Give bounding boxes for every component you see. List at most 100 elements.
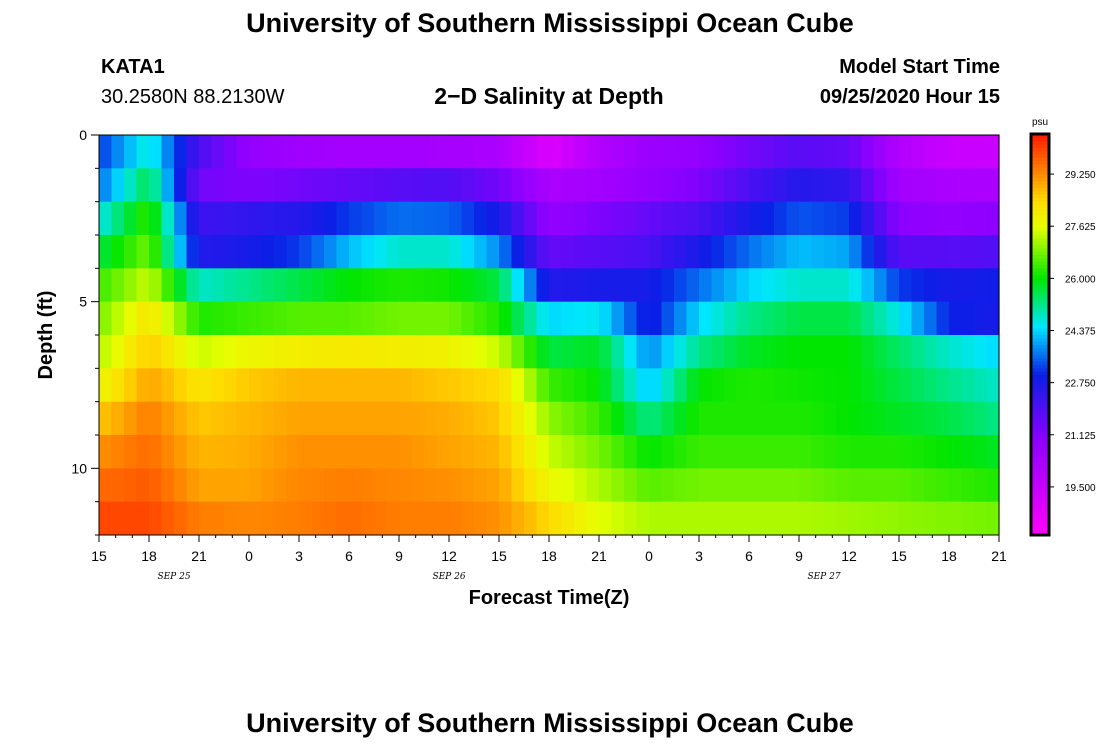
heatmap-cell: [236, 435, 250, 469]
heatmap-cell: [836, 168, 850, 203]
heatmap-cell: [224, 235, 238, 269]
colorbar-segment: [1031, 508, 1049, 513]
heatmap-cell: [749, 501, 763, 536]
heatmap-cell: [286, 168, 300, 203]
heatmap-cell: [599, 201, 613, 236]
heatmap-cell: [324, 235, 338, 269]
heatmap-cell: [349, 435, 363, 469]
colorbar-tick-label: 26.000: [1065, 274, 1096, 285]
heatmap-cell: [986, 235, 1000, 269]
heatmap-cell: [574, 335, 588, 369]
heatmap-cell: [911, 335, 925, 369]
heatmap-cell: [661, 268, 675, 303]
colorbar-segment: [1031, 264, 1049, 269]
heatmap-cell: [774, 301, 788, 336]
heatmap-cell: [236, 501, 250, 536]
heatmap-cell: [311, 468, 325, 503]
heatmap-cell: [236, 201, 250, 236]
colorbar-segment: [1031, 341, 1049, 346]
heatmap-cell: [174, 201, 188, 236]
heatmap-cell: [724, 135, 738, 169]
heatmap-cell: [386, 268, 400, 303]
heatmap-cell: [174, 268, 188, 303]
heatmap-cell: [449, 168, 463, 203]
heatmap-cell: [436, 268, 450, 303]
heatmap-cell: [711, 135, 725, 169]
colorbar-segment: [1031, 247, 1049, 252]
heatmap-cell: [436, 201, 450, 236]
heatmap-cell: [224, 135, 238, 169]
heatmap-cell: [811, 501, 825, 536]
heatmap-cell: [236, 368, 250, 403]
heatmap-cell: [936, 335, 950, 369]
heatmap-cell: [249, 301, 263, 336]
heatmap-cell: [174, 168, 188, 203]
heatmap-cell: [149, 168, 163, 203]
heatmap-cell: [974, 335, 988, 369]
heatmap-cell: [911, 501, 925, 536]
heatmap-cell: [524, 301, 538, 336]
heatmap-cell: [424, 501, 438, 536]
heatmap-cell: [124, 201, 138, 236]
heatmap-cell: [111, 168, 125, 203]
colorbar-segment: [1031, 454, 1049, 459]
heatmap-cell: [161, 301, 175, 336]
heatmap-cell: [886, 268, 900, 303]
heatmap-cell: [924, 301, 938, 336]
heatmap-cell: [549, 168, 563, 203]
heatmap-cell: [911, 235, 925, 269]
heatmap-cell: [174, 435, 188, 469]
heatmap-cell: [511, 268, 525, 303]
colorbar-segment: [1031, 501, 1049, 506]
heatmap-cell: [411, 135, 425, 169]
heatmap-cell: [149, 235, 163, 269]
heatmap-cell: [711, 268, 725, 303]
heatmap-cell: [674, 368, 688, 403]
heatmap-cell: [286, 201, 300, 236]
heatmap-cell: [799, 168, 813, 203]
heatmap-cell: [636, 335, 650, 369]
colorbar-segment: [1031, 468, 1049, 473]
heatmap-cell: [736, 468, 750, 503]
heatmap-cell: [986, 268, 1000, 303]
heatmap-cell: [174, 468, 188, 503]
heatmap-cell: [324, 168, 338, 203]
colorbar-segment: [1031, 491, 1049, 496]
heatmap-cell: [936, 401, 950, 436]
heatmap-cell: [986, 201, 1000, 236]
heatmap-cell: [686, 268, 700, 303]
heatmap-cell: [224, 201, 238, 236]
heatmap-cell: [811, 201, 825, 236]
heatmap-cell: [836, 368, 850, 403]
heatmap-cell: [736, 201, 750, 236]
heatmap-cell: [674, 501, 688, 536]
colorbar-segment: [1031, 494, 1049, 499]
heatmap-cell: [286, 235, 300, 269]
heatmap-cell: [249, 335, 263, 369]
heatmap-cell: [986, 501, 1000, 536]
heatmap-cell: [711, 335, 725, 369]
heatmap-cell: [211, 335, 225, 369]
heatmap-cell: [586, 301, 600, 336]
heatmap-cell: [549, 135, 563, 169]
heatmap-cell: [786, 301, 800, 336]
heatmap-cell: [861, 168, 875, 203]
heatmap-cell: [624, 401, 638, 436]
heatmap-cell: [911, 401, 925, 436]
heatmap-cell: [911, 435, 925, 469]
colorbar-segment: [1031, 408, 1049, 412]
heatmap-cell: [99, 335, 113, 369]
colorbar-segment: [1031, 207, 1049, 212]
heatmap-cell: [824, 235, 838, 269]
heatmap-cell: [324, 301, 338, 336]
heatmap-cell: [449, 401, 463, 436]
heatmap-cell: [449, 135, 463, 169]
heatmap-cell: [536, 235, 550, 269]
heatmap-cell: [274, 235, 288, 269]
heatmap-cell: [299, 235, 313, 269]
heatmap-cell: [399, 301, 413, 336]
colorbar-segment: [1031, 354, 1049, 359]
heatmap-cell: [936, 301, 950, 336]
heatmap-cell: [849, 401, 863, 436]
heatmap-cell: [211, 368, 225, 403]
